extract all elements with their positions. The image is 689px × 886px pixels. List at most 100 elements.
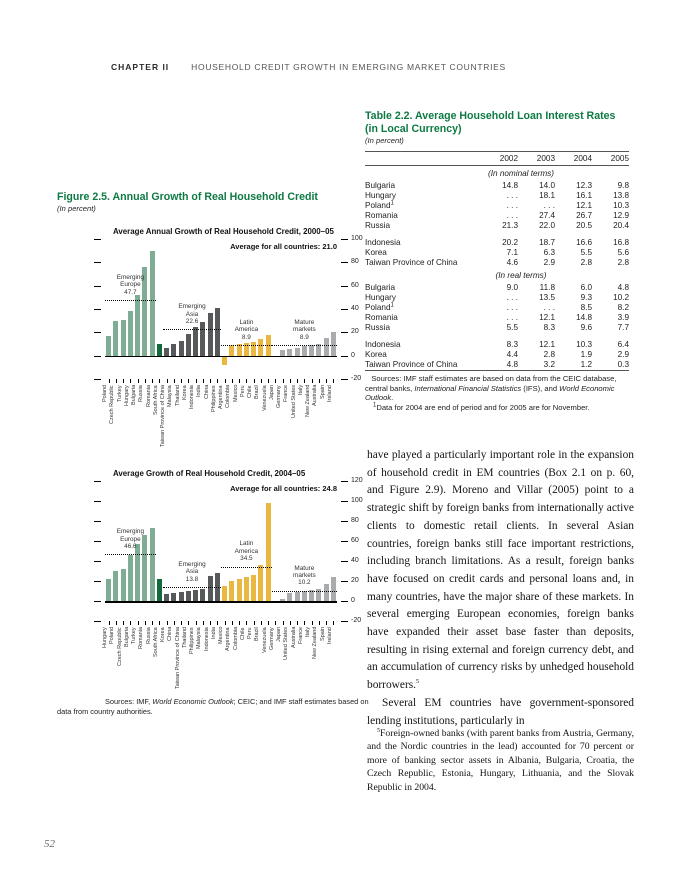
bar — [301, 591, 307, 601]
x-tick — [202, 621, 204, 625]
x-axis-label: Taiwan Province of China — [174, 626, 181, 689]
bar — [185, 333, 191, 356]
table-row: Bulgaria 14.8 14.0 12.3 9.8 — [365, 180, 629, 190]
x-tick — [115, 621, 117, 625]
y-tick-label: 40 — [351, 305, 359, 312]
x-tick — [246, 621, 248, 625]
figure-block: Figure 2.5. Annual Growth of Real Househ… — [57, 191, 373, 716]
x-tick — [282, 621, 284, 625]
y-tick — [94, 501, 101, 502]
bar — [171, 593, 177, 601]
bar — [200, 589, 206, 601]
body-text: have played a particularly important rol… — [367, 447, 634, 730]
bar — [258, 339, 264, 356]
x-tick — [217, 621, 219, 625]
x-tick — [318, 621, 320, 625]
x-axis-label: Colombia — [225, 385, 232, 409]
bar — [185, 591, 191, 601]
x-axis-label: South Africa — [152, 385, 159, 415]
bar — [222, 586, 228, 601]
x-axis-label: Brazil — [254, 385, 261, 399]
x-tick — [166, 379, 168, 383]
x-tick — [297, 379, 299, 383]
y-tick-label: 20 — [351, 328, 359, 336]
year-column-header: 2004 — [555, 151, 592, 166]
bar — [120, 569, 126, 601]
year-column-header: 2005 — [592, 151, 629, 166]
bar — [200, 321, 206, 356]
chapter-title: HOUSEHOLD CREDIT GROWTH IN EMERGING MARK… — [191, 62, 506, 72]
y-tick — [94, 481, 101, 482]
y-tick — [94, 601, 101, 602]
y-tick-label: 120 — [351, 477, 363, 484]
table-row: Poland1. . .. . . 8.5 8.2 — [365, 302, 629, 312]
y-tick-label: 60 — [351, 537, 359, 544]
x-axis-label: China — [167, 627, 174, 642]
x-tick — [152, 379, 154, 383]
y-tick — [341, 481, 348, 482]
y-tick — [94, 521, 101, 522]
figure-sources-italic: World Economic Outlook — [152, 697, 234, 706]
table-sources-italic: International Financial Statistics — [414, 383, 522, 393]
x-axis-label: Malaysia — [196, 627, 203, 649]
y-tick — [341, 621, 348, 622]
group-label: Mature markets 10.2 — [293, 564, 316, 587]
x-axis-label: Italy — [297, 385, 304, 396]
y-tick — [94, 379, 101, 380]
y-tick-label: 40 — [351, 557, 359, 564]
bar — [236, 344, 242, 356]
bar — [106, 579, 112, 601]
bar — [142, 267, 148, 356]
bar — [330, 577, 336, 601]
chapter-label: CHAPTER II — [111, 62, 170, 72]
bar — [309, 590, 315, 601]
x-axis-label: France — [283, 385, 290, 403]
y-tick-label: 60 — [351, 281, 359, 289]
bar — [106, 335, 112, 356]
footnote-5: 5Foreign-owned banks (with parent banks … — [367, 727, 634, 794]
x-axis-label: South Africa — [152, 627, 159, 657]
x-axis-label: France — [297, 627, 304, 645]
bar — [229, 581, 235, 601]
bar — [294, 347, 300, 356]
table-row: Russia 5.5 8.3 9.6 7.7 — [365, 323, 629, 333]
table-row: Korea 7.1 6.3 5.5 5.6 — [365, 248, 629, 258]
x-tick — [326, 621, 328, 625]
x-axis-label: Turkey — [116, 385, 123, 402]
x-tick — [166, 621, 168, 625]
x-tick — [181, 621, 183, 625]
x-axis-label: Poland — [109, 627, 116, 645]
x-axis-label: Philippines — [210, 385, 217, 412]
bar — [135, 544, 141, 601]
y-tick — [94, 309, 101, 310]
bar — [265, 334, 271, 356]
x-tick — [123, 379, 125, 383]
bar — [164, 594, 170, 601]
bar — [330, 332, 336, 356]
bar — [149, 528, 155, 601]
paragraph-1-text: have played a particularly important rol… — [367, 449, 634, 692]
x-tick — [130, 379, 132, 383]
x-tick — [231, 379, 233, 383]
chapter-header: CHAPTER II HOUSEHOLD CREDIT GROWTH IN EME… — [111, 62, 506, 72]
table-footnote: 1Data for 2004 are end of period and for… — [365, 403, 629, 413]
table-footnote-marker: 1 — [373, 402, 377, 409]
bar — [280, 599, 286, 601]
group-label: Emerging Europe 47.7 — [116, 273, 145, 296]
x-axis-label: Ireland — [326, 385, 333, 402]
table-row: Poland1. . .. . . 12.1 10.3 — [365, 200, 629, 210]
figure-title: Figure 2.5. Annual Growth of Real Househ… — [57, 191, 318, 203]
x-axis-label: Colombia — [232, 627, 239, 651]
x-tick — [282, 379, 284, 383]
chart-canvas: Average for all countries: 21.0 Emerging… — [57, 235, 373, 451]
x-axis-label: Korea — [181, 385, 188, 400]
year-column-header: 2002 — [481, 151, 518, 166]
group-average-line — [221, 566, 272, 568]
y-tick — [341, 262, 348, 264]
bar — [193, 326, 199, 356]
x-axis-label: Spain — [319, 385, 326, 400]
x-tick — [260, 621, 262, 625]
x-axis-label: Russia — [138, 385, 145, 402]
y-tick — [341, 285, 348, 287]
x-tick — [304, 621, 306, 625]
